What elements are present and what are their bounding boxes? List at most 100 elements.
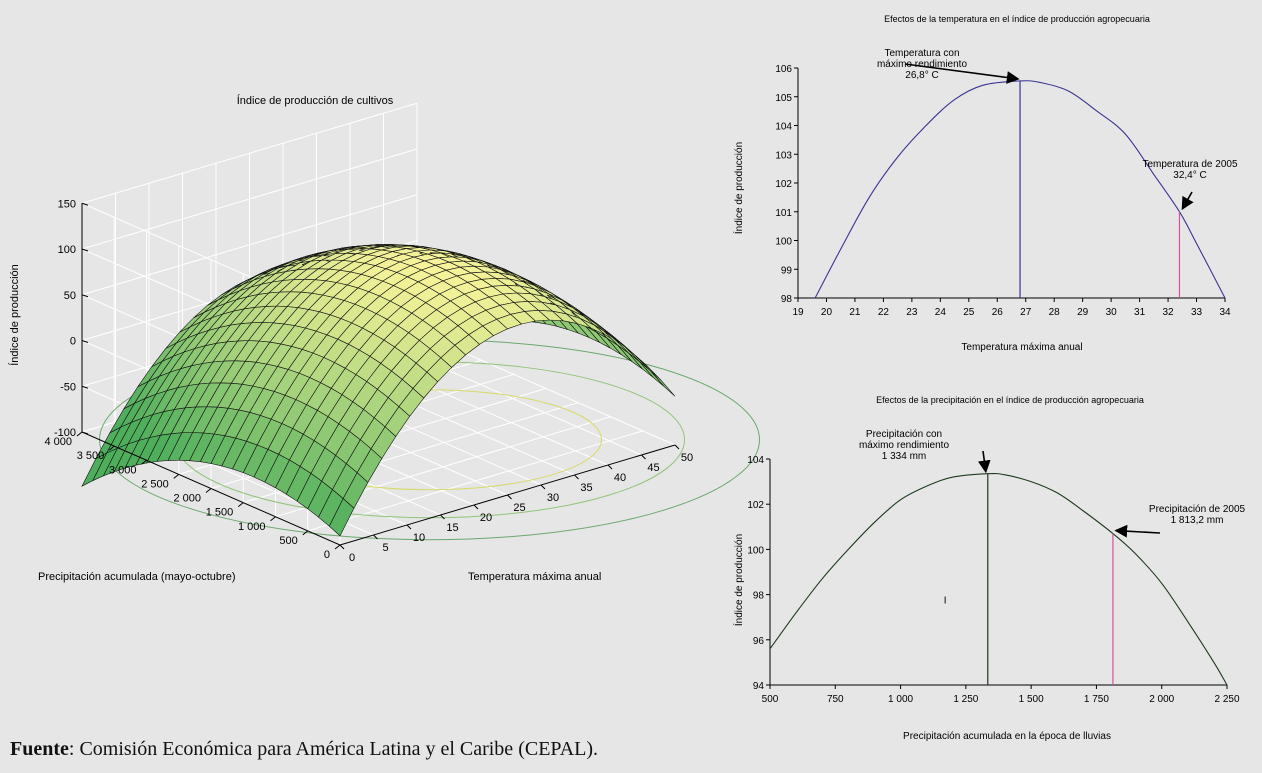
x-tick-label: 23 — [906, 307, 918, 318]
precipitation-axes: 500 750 1 000 1 250 1 500 1 750 2 000 2 250 104 1… — [747, 455, 1240, 705]
z-tick-label: -50 — [60, 381, 76, 393]
y-tick-label: 3 000 — [109, 464, 137, 476]
temperature-xlabel: Temperatura máxima anual — [961, 342, 1082, 353]
y-tick — [108, 445, 115, 451]
x-tick — [507, 494, 512, 500]
temperature-title: Efectos de la temperatura en el índice d… — [884, 14, 1150, 24]
x-tick-label: 24 — [935, 307, 947, 318]
y-tick-label: 0 — [324, 549, 330, 561]
temperature-ylabel: Índice de producción — [732, 142, 745, 234]
x-tick — [473, 504, 479, 510]
temperature-axes: 19 20 21 22 23 24 25 26 27 28 29 30 31 32 33 34 106 105 10… — [775, 64, 1231, 318]
y-tick-label: 1 000 — [238, 521, 266, 533]
x-tick-label: 25 — [513, 502, 525, 514]
surface-zlabel: Índice de producción — [8, 264, 21, 366]
z-tick — [81, 340, 89, 343]
x-tick-label: 27 — [1020, 307, 1032, 318]
x-tick-label: 21 — [849, 307, 861, 318]
y-tick-label: 105 — [775, 93, 792, 104]
x-tick-label: 32 — [1163, 307, 1175, 318]
series-line — [814, 80, 1226, 299]
x-tick — [406, 524, 412, 530]
year-2005-arrow — [1114, 524, 1161, 538]
x-tick-label: 20 — [821, 307, 833, 318]
x-tick-label: 1 250 — [953, 694, 978, 705]
x-tick-label: 19 — [792, 307, 804, 318]
y-tick — [173, 473, 180, 479]
surface-title: Índice de producción de cultivos — [237, 94, 394, 107]
x-tick-label: 1 000 — [888, 694, 913, 705]
surface-ylabel: Precipitación acumulada (mayo-octubre) — [38, 571, 235, 583]
x-tick — [641, 454, 646, 460]
x-tick-label: 10 — [413, 532, 425, 544]
optimum-arrow — [977, 450, 991, 474]
surface-chart: Índice de producción de cultivos 1501005… — [8, 94, 761, 583]
optimum-label: 1 334 mm — [882, 451, 926, 462]
x-tick — [440, 514, 445, 520]
x-tick — [607, 464, 613, 470]
y-tick — [270, 516, 276, 522]
source-note: Fuente: Comisión Económica para América … — [10, 738, 598, 761]
z-tick-label: -100 — [54, 427, 76, 439]
y-tick-label: 4 000 — [44, 436, 72, 448]
x-tick-label: 34 — [1219, 307, 1231, 318]
x-tick-label: 750 — [827, 694, 844, 705]
z-tick — [81, 294, 89, 298]
x-tick-label: 50 — [681, 452, 693, 464]
x-tick-label: 33 — [1191, 307, 1203, 318]
optimum-label: máximo rendimiento — [859, 440, 949, 451]
x-tick-label: 20 — [480, 512, 492, 524]
x-tick — [574, 474, 579, 480]
x-tick-label: 30 — [547, 492, 559, 504]
z-tick — [81, 248, 89, 252]
y-tick-label: 98 — [781, 294, 793, 305]
surface-patch — [617, 345, 644, 370]
y-tick — [141, 459, 147, 465]
z-tick — [81, 385, 89, 389]
y-tick — [334, 544, 341, 550]
source-text: : Comisión Económica para América Latina… — [68, 738, 599, 760]
plot-annotation: I — [944, 596, 947, 607]
floor-grid-line — [307, 430, 643, 532]
x-tick — [339, 544, 345, 550]
x-tick-label: 29 — [1077, 307, 1089, 318]
z-tick-label: 50 — [64, 290, 76, 302]
y-tick-label: 500 — [279, 535, 297, 547]
y-tick-label: 101 — [775, 208, 792, 219]
z-tick-label: 150 — [58, 198, 76, 210]
surface-patch — [650, 370, 676, 397]
y-tick-label: 100 — [747, 545, 764, 556]
x-tick-label: 0 — [349, 552, 355, 564]
x-tick-label: 22 — [878, 307, 890, 318]
y-tick-label: 102 — [775, 179, 792, 190]
x-tick-label: 1 750 — [1084, 694, 1109, 705]
z-tick-label: 0 — [70, 336, 76, 348]
precipitation-chart: Efectos de la precipitación en el índice… — [732, 395, 1246, 742]
x-tick-label: 35 — [580, 482, 592, 494]
x-tick — [674, 444, 680, 450]
year-2005-arrow — [1181, 191, 1194, 211]
y-tick-label: 103 — [775, 150, 792, 161]
optimum-label: Temperatura con — [884, 48, 959, 59]
x-tick — [373, 534, 378, 540]
x-tick-label: 30 — [1106, 307, 1118, 318]
series-line — [769, 472, 1228, 686]
y-tick — [205, 488, 212, 493]
x-tick-label: 5 — [382, 542, 388, 554]
y-tick-label: 100 — [775, 237, 792, 248]
surface-mesh — [81, 244, 676, 537]
z-tick-label: 100 — [58, 244, 76, 256]
x-tick-label: 28 — [1049, 307, 1061, 318]
y-tick-label: 2 000 — [173, 493, 201, 505]
y-tick-label: 99 — [781, 265, 793, 276]
y-tick-label: 2 500 — [141, 478, 169, 490]
x-tick-label: 26 — [992, 307, 1004, 318]
y-tick-label: 1 500 — [206, 507, 234, 519]
year-2005-label: Temperatura de 2005 — [1142, 159, 1238, 170]
x-tick — [540, 484, 546, 490]
year-2005-label: 32,4° C — [1173, 170, 1206, 181]
